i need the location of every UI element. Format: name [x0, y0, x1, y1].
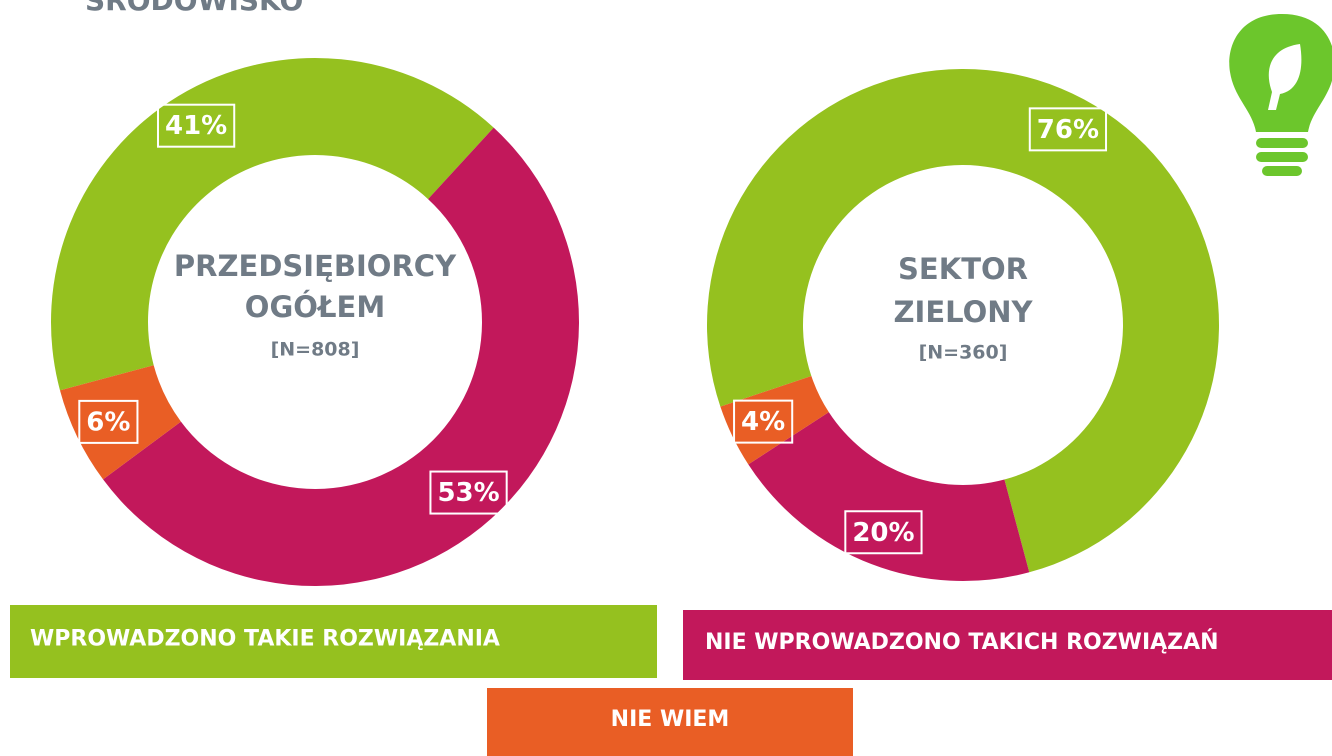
value-label-box: [733, 399, 794, 444]
center-title: OGÓŁEM: [245, 290, 385, 324]
value-label-box: [78, 399, 139, 444]
legend-label: NIE WPROWADZONO TAKICH ROZWIĄZAŃ: [705, 629, 1219, 655]
bulb-icon: [1229, 14, 1332, 176]
legend-label: WPROWADZONO TAKIE ROZWIĄZANIA: [30, 627, 500, 652]
value-label: 6%: [86, 407, 130, 437]
legend-swatch: [487, 688, 853, 756]
chart-title: ŚRODOWISKO: [85, 0, 303, 17]
value-label: 4%: [741, 407, 785, 437]
center-title: ZIELONY: [894, 295, 1034, 329]
value-label-box: [156, 103, 236, 148]
value-label-box: [429, 470, 508, 515]
value-label: 53%: [437, 478, 499, 508]
value-label-box: [844, 510, 923, 555]
center-note: [N=360]: [919, 342, 1008, 364]
donut-segment: [748, 412, 1030, 581]
value-label-box: [1028, 107, 1108, 152]
donut-segment: [706, 69, 1219, 573]
legend-swatch: [683, 610, 1332, 680]
donut-segment: [59, 365, 181, 480]
center-title: SEKTOR: [898, 252, 1028, 286]
value-label: 41%: [165, 111, 227, 141]
center-note: [N=808]: [271, 339, 360, 361]
value-label: 76%: [1037, 115, 1099, 145]
legend-label: NIE WIEM: [611, 707, 730, 732]
center-title: PRZEDSIĘBIORCY: [174, 249, 457, 283]
value-label: 20%: [852, 518, 914, 548]
donut-segment: [51, 57, 494, 391]
legend-swatch: [10, 605, 657, 678]
